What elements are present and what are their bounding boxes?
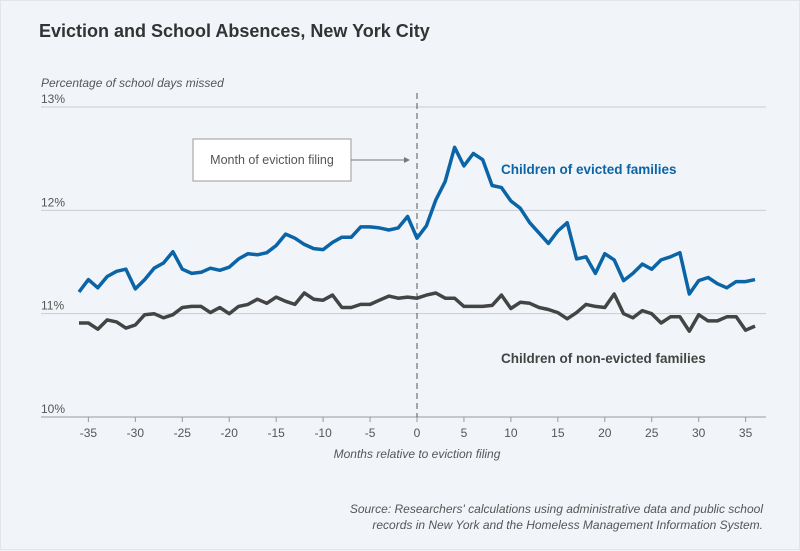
- arrow-icon: [404, 157, 410, 163]
- annotation-text: Month of eviction filing: [210, 153, 334, 167]
- legend-non-evicted: Children of non-evicted families: [501, 351, 706, 366]
- x-tick-label: 20: [598, 426, 612, 440]
- y-tick-label: 10%: [41, 402, 65, 416]
- x-tick-label: 35: [739, 426, 753, 440]
- x-tick-label: 10: [504, 426, 518, 440]
- source-line-2: records in New York and the Homeless Man…: [350, 517, 763, 533]
- x-tick-label: -30: [127, 426, 145, 440]
- x-tick-label: 25: [645, 426, 659, 440]
- y-tick-label: 13%: [41, 92, 65, 106]
- x-tick-label: -25: [174, 426, 192, 440]
- source-line-1: Source: Researchers' calculations using …: [350, 501, 763, 517]
- x-tick-label: 15: [551, 426, 565, 440]
- x-tick-label: -35: [80, 426, 98, 440]
- x-tick-label: 30: [692, 426, 706, 440]
- x-tick-label: 0: [414, 426, 421, 440]
- y-axis-label: Percentage of school days missed: [41, 76, 224, 90]
- x-tick-label: -5: [365, 426, 376, 440]
- y-tick-label: 11%: [41, 299, 64, 313]
- y-tick-label: 12%: [41, 195, 65, 209]
- source-note: Source: Researchers' calculations using …: [350, 501, 763, 533]
- x-tick-label: -20: [221, 426, 239, 440]
- x-axis-label: Months relative to eviction filing: [334, 447, 501, 461]
- legend-evicted: Children of evicted families: [501, 162, 677, 177]
- x-tick-label: -10: [314, 426, 332, 440]
- x-tick-label: 5: [461, 426, 468, 440]
- x-tick-label: -15: [267, 426, 285, 440]
